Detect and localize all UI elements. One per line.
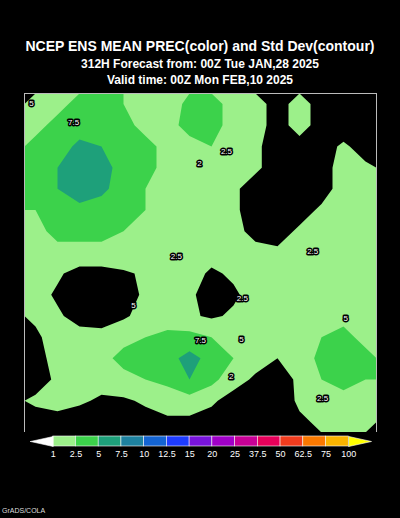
svg-text:2: 2 [197,159,202,168]
svg-text:5: 5 [29,99,34,108]
svg-text:5: 5 [343,314,348,323]
svg-text:7.5: 7.5 [115,449,128,459]
svg-text:15: 15 [185,449,195,459]
svg-text:20: 20 [207,449,217,459]
svg-text:100: 100 [341,449,356,459]
svg-text:75: 75 [321,449,331,459]
svg-text:37.5: 37.5 [249,449,267,459]
svg-text:10: 10 [139,449,149,459]
html-text:GrADS/COLA: GrADS/COLA [2,507,46,514]
html-text:312H Forecast from: 00Z Tue JA: 312H Forecast from: 00Z Tue JAN,28 2025 [81,57,319,71]
svg-text:2.5: 2.5 [171,252,183,261]
svg-text:7.5: 7.5 [68,118,80,127]
svg-text:50: 50 [276,449,286,459]
html-text:NCEP ENS MEAN PREC(color) and: NCEP ENS MEAN PREC(color) and Std Dev(co… [25,38,375,54]
svg-text:62.5: 62.5 [295,449,313,459]
svg-text:2.5: 2.5 [307,247,319,256]
svg-text:2.5: 2.5 [317,394,329,403]
svg-text:7.5: 7.5 [195,336,207,345]
svg-text:2.5: 2.5 [221,147,233,156]
svg-text:25: 25 [230,449,240,459]
svg-text:1: 1 [51,449,56,459]
svg-text:5: 5 [239,335,244,344]
svg-text:2.5: 2.5 [70,449,83,459]
html-text:Valid time: 00Z Mon FEB,10 202: Valid time: 00Z Mon FEB,10 2025 [107,73,293,87]
svg-text:12.5: 12.5 [158,449,176,459]
svg-text:2.5: 2.5 [237,294,249,303]
svg-text:5: 5 [131,301,136,310]
svg-text:2: 2 [229,372,234,381]
svg-text:5: 5 [96,449,101,459]
